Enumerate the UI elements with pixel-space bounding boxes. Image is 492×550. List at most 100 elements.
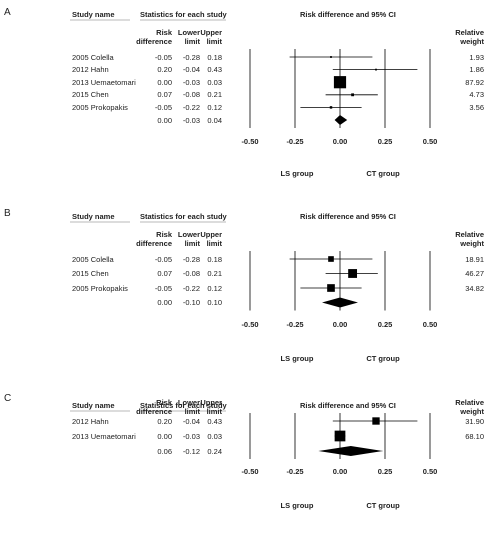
- column-header: Upper limit: [200, 27, 222, 46]
- table-value: 46.27: [465, 269, 484, 278]
- x-tick-label: 0.50: [422, 466, 438, 476]
- table-value: 0.21: [207, 90, 222, 100]
- x-axis-label: LS group: [280, 353, 314, 363]
- column-header: Upper limit: [200, 397, 222, 416]
- x-axis-label: LS group: [280, 500, 314, 510]
- table-value: 0.43: [207, 416, 222, 426]
- estimate-square: [327, 284, 335, 292]
- column-header: Upper limit: [200, 229, 222, 248]
- table-value: -0.03: [182, 431, 200, 441]
- table-value: 18.91: [465, 254, 484, 264]
- table-value: 0.20: [157, 416, 172, 426]
- column-header: Lower limit: [177, 397, 200, 416]
- table-value: 0.00: [157, 77, 172, 87]
- table-value: -0.03: [182, 77, 200, 87]
- x-tick-label: 0.00: [332, 136, 348, 146]
- column-header: Risk difference: [136, 27, 172, 46]
- table-value: -0.22: [182, 102, 200, 112]
- table-value: 34.82: [465, 283, 484, 293]
- table-value: 87.92: [465, 77, 484, 87]
- estimate-square: [351, 93, 355, 97]
- table-value: 0.03: [207, 77, 222, 87]
- study-name: 2005 Colella: [72, 254, 114, 264]
- table-value: 0.43: [207, 65, 222, 75]
- x-tick-label: 0.50: [422, 136, 438, 146]
- x-tick-label: 0.25: [377, 319, 393, 329]
- table-value: 0.04: [207, 115, 222, 125]
- x-axis-label: CT group: [366, 168, 400, 178]
- x-axis-label: LS group: [280, 168, 314, 178]
- panel-label: C: [4, 392, 12, 404]
- summary-diamond: [322, 297, 358, 308]
- study-name: 2012 Hahn: [72, 416, 109, 426]
- table-value: -0.04: [182, 416, 200, 426]
- table-value: 31.90: [465, 416, 484, 426]
- study-name: 2005 Prokopakis: [72, 283, 128, 293]
- x-tick-label: -0.50: [241, 319, 259, 329]
- study-name: 2015 Chen: [72, 90, 109, 100]
- column-header: Relative weight: [455, 397, 484, 416]
- column-header: Relative weight: [455, 27, 484, 46]
- table-value: -0.05: [154, 254, 172, 264]
- plot-header: Risk difference and 95% CI: [300, 400, 396, 410]
- estimate-square: [348, 269, 358, 278]
- study-name: 2015 Chen: [72, 269, 109, 278]
- estimate-square: [334, 430, 346, 442]
- table-value: -0.10: [182, 298, 200, 307]
- column-header: Lower limit: [177, 27, 200, 46]
- table-value: -0.08: [182, 90, 200, 100]
- table-value: -0.22: [182, 283, 200, 293]
- table-value: 0.18: [207, 254, 222, 264]
- x-tick-label: 0.25: [377, 136, 393, 146]
- x-tick-label: 0.00: [332, 466, 348, 476]
- table-value: 0.12: [207, 102, 222, 112]
- x-tick-label: 0.50: [422, 319, 438, 329]
- plot-header: Risk difference and 95% CI: [300, 9, 396, 19]
- study-header: Study name: [72, 400, 115, 410]
- stats-header: Statistics for each study: [140, 211, 227, 221]
- study-name: 2013 Uemaetomari: [72, 77, 136, 87]
- table-value: -0.05: [154, 102, 172, 112]
- panel-label: B: [4, 207, 11, 219]
- table-value: -0.12: [182, 446, 200, 456]
- study-name: 2013 Uemaetomari: [72, 431, 136, 441]
- table-value: 1.86: [469, 65, 484, 75]
- x-axis-label: CT group: [366, 353, 400, 363]
- summary-diamond: [334, 115, 348, 125]
- study-name: 2005 Colella: [72, 52, 114, 62]
- table-value: 0.21: [207, 269, 222, 278]
- table-value: 0.20: [157, 65, 172, 75]
- stats-header: Statistics for each study: [140, 400, 227, 410]
- column-header: Lower limit: [177, 229, 200, 248]
- estimate-square: [375, 68, 377, 71]
- column-header: Relative weight: [455, 229, 484, 248]
- table-value: 1.93: [469, 52, 484, 62]
- estimate-square: [333, 76, 347, 89]
- table-value: 0.12: [207, 283, 222, 293]
- study-header: Study name: [72, 211, 115, 221]
- estimate-square: [372, 417, 380, 425]
- plot-header: Risk difference and 95% CI: [300, 211, 396, 221]
- x-tick-label: -0.25: [286, 319, 304, 329]
- x-axis-label: CT group: [366, 500, 400, 510]
- table-value: -0.28: [182, 52, 200, 62]
- panel-label: A: [4, 6, 11, 18]
- table-value: -0.28: [182, 254, 200, 264]
- x-tick-label: 0.25: [377, 466, 393, 476]
- table-value: -0.04: [182, 65, 200, 75]
- column-header: Risk difference: [136, 397, 172, 416]
- x-tick-label: 0.00: [332, 319, 348, 329]
- column-header: Risk difference: [136, 229, 172, 248]
- x-tick-label: -0.50: [241, 466, 259, 476]
- stats-header: Statistics for each study: [140, 9, 227, 19]
- table-value: 0.10: [207, 298, 222, 307]
- table-value: 0.06: [157, 446, 172, 456]
- summary-diamond: [318, 446, 384, 456]
- table-value: -0.03: [182, 115, 200, 125]
- table-value: 0.18: [207, 52, 222, 62]
- estimate-square: [330, 56, 332, 58]
- table-value: 0.07: [157, 90, 172, 100]
- study-header: Study name: [72, 9, 115, 19]
- table-value: 0.00: [157, 115, 172, 125]
